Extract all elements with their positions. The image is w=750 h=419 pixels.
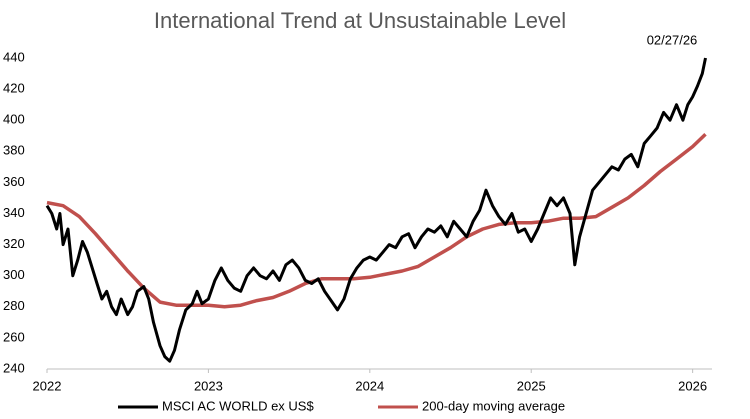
legend-label: 200-day moving average <box>422 398 565 413</box>
series-line <box>46 132 707 309</box>
y-tick-label: 260 <box>3 329 25 344</box>
x-tick-label: 2022 <box>33 378 62 393</box>
y-tick-label: 320 <box>3 236 25 251</box>
date-annotation: 02/27/26 <box>647 32 698 47</box>
y-tick-label: 380 <box>3 143 25 158</box>
x-tick-label: 2023 <box>194 378 223 393</box>
y-tick-label: 300 <box>3 267 25 282</box>
x-tick-label: 2024 <box>355 378 384 393</box>
y-tick-label: 340 <box>3 205 25 220</box>
x-tick-label: 2025 <box>517 378 546 393</box>
series-line <box>45 57 707 363</box>
y-tick-label: 280 <box>3 298 25 313</box>
chart-title: International Trend at Unsustainable Lev… <box>154 8 566 33</box>
y-tick-label: 240 <box>3 360 25 375</box>
y-tick-label: 400 <box>3 112 25 127</box>
y-tick-label: 440 <box>3 49 25 64</box>
y-tick-label: 360 <box>3 174 25 189</box>
legend-label: MSCI AC WORLD ex US$ <box>162 398 314 413</box>
y-tick-label: 420 <box>3 81 25 96</box>
x-tick-label: 2026 <box>678 378 707 393</box>
